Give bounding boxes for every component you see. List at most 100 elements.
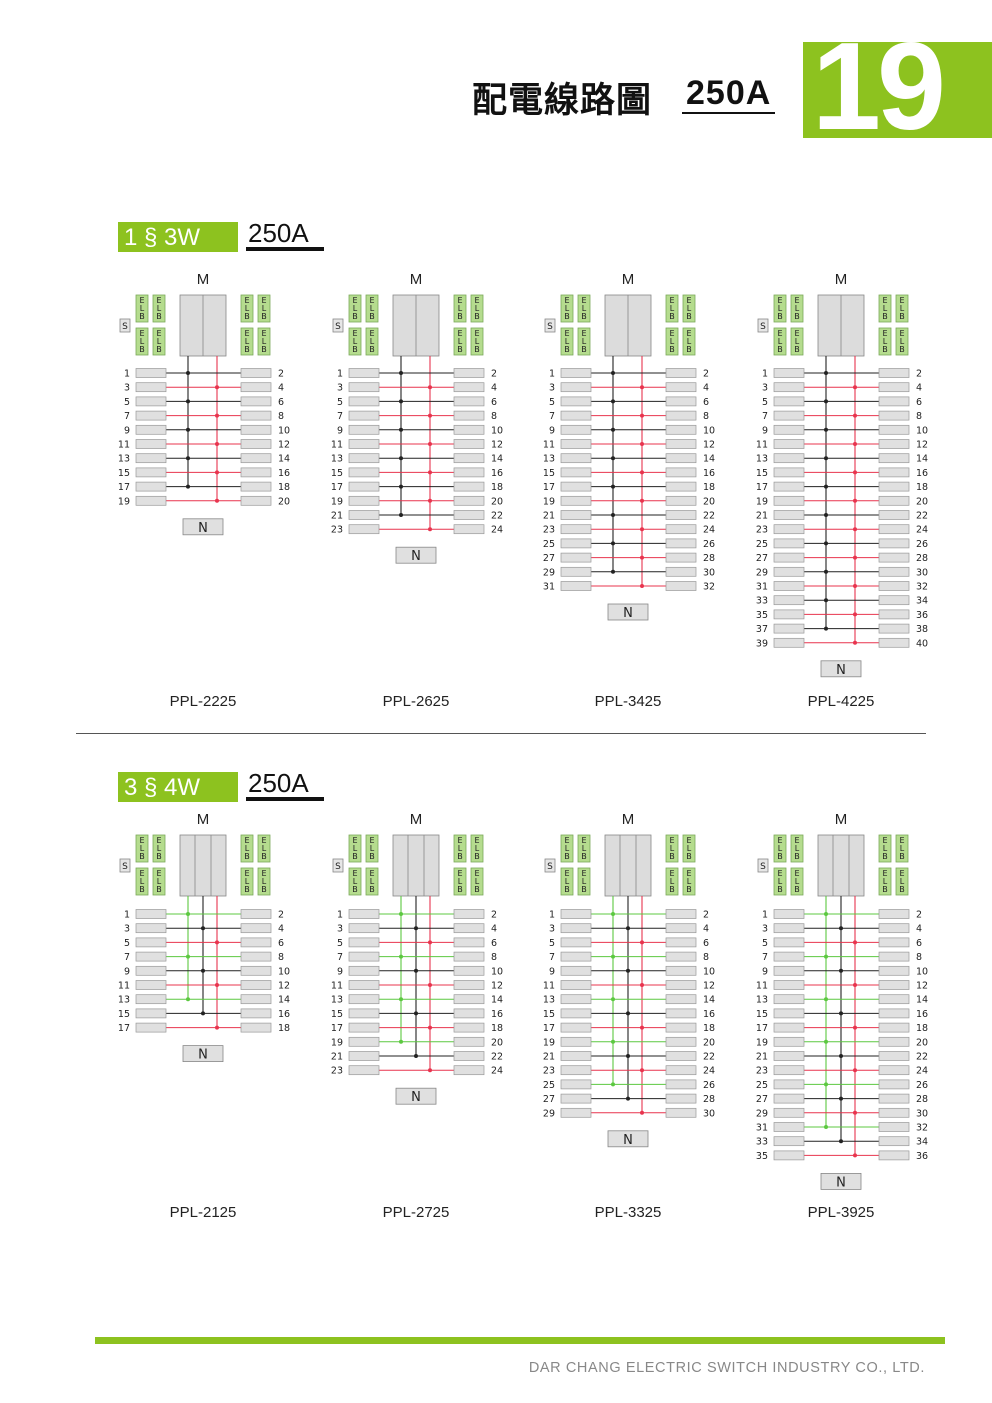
elb-label: B	[564, 312, 570, 321]
branch-breaker-left	[135, 1008, 167, 1019]
spare-label: S	[760, 322, 766, 332]
junction-dot	[201, 968, 205, 973]
circuit-number: 7	[762, 411, 768, 422]
junction-dot	[640, 470, 644, 475]
elb-label: L	[353, 304, 358, 313]
junction-dot	[853, 498, 857, 503]
circuit-number: 21	[331, 511, 343, 522]
elb-breaker	[773, 834, 787, 863]
circuit-number: 28	[916, 1094, 928, 1105]
circuit-number: 8	[703, 411, 709, 422]
elb-label: L	[883, 877, 888, 886]
circuit-number: 23	[543, 1066, 555, 1077]
circuit-number: 21	[331, 1052, 343, 1063]
branch-breaker-right	[878, 495, 910, 506]
elb-label: L	[262, 304, 267, 313]
branch-breaker-left	[773, 1136, 805, 1147]
elb-label: B	[686, 345, 692, 354]
elb-label: E	[794, 296, 799, 305]
junction-dot	[414, 1011, 418, 1016]
elb-breaker	[790, 294, 804, 323]
branch-breaker-left	[348, 994, 380, 1005]
circuit-number: 11	[756, 440, 768, 451]
junction-dot	[611, 997, 615, 1002]
junction-dot	[428, 983, 432, 987]
circuit-number: 23	[756, 1066, 768, 1077]
circuit-number: 28	[703, 553, 715, 564]
page-number: 19	[812, 18, 946, 156]
circuit-number: 30	[916, 1108, 928, 1119]
circuit-number: 13	[543, 995, 555, 1006]
elb-label: L	[353, 337, 358, 346]
circuit-number: 14	[278, 454, 290, 465]
junction-dot	[853, 413, 857, 418]
circuit-number: 14	[916, 454, 928, 465]
model-name: PPL-3325	[595, 1204, 662, 1221]
circuit-number: 12	[916, 981, 928, 992]
junction-dot	[201, 1011, 205, 1016]
branch-breaker-right	[878, 439, 910, 449]
branch-breaker-left	[348, 1051, 380, 1061]
elb-label: B	[899, 852, 905, 861]
elb-label: E	[794, 329, 799, 338]
circuit-number: 9	[337, 966, 343, 977]
branch-breaker-left	[773, 396, 805, 407]
branch-breaker-left	[348, 1065, 380, 1076]
elb-label: B	[581, 345, 587, 354]
elb-breaker	[348, 867, 362, 896]
branch-breaker-right	[878, 1093, 910, 1104]
branch-breaker-right	[453, 909, 485, 919]
circuit-number: 27	[543, 553, 555, 564]
circuit-number: 1	[337, 369, 343, 380]
elb-label: B	[777, 885, 783, 894]
junction-dot	[428, 1068, 432, 1073]
elb-label: L	[458, 844, 463, 853]
model-name: PPL-2125	[170, 1204, 237, 1221]
elb-breaker	[453, 867, 467, 896]
circuit-number: 27	[756, 553, 768, 564]
elb-label: B	[244, 852, 250, 861]
elb-label: E	[457, 296, 462, 305]
neutral-bar	[607, 603, 649, 621]
branch-breaker-left	[348, 923, 380, 934]
branch-breaker-right	[453, 937, 485, 948]
elb-label: B	[794, 312, 800, 321]
elb-breaker	[348, 294, 362, 323]
junction-dot	[824, 513, 828, 517]
circuit-number: 40	[916, 638, 928, 649]
branch-breaker-left	[135, 937, 167, 948]
elb-breaker	[773, 867, 787, 896]
model-name: PPL-3425	[595, 693, 662, 710]
junction-dot	[428, 498, 432, 503]
branch-breaker-left	[773, 923, 805, 934]
elb-label: E	[261, 869, 266, 878]
branch-breaker-right	[665, 1065, 697, 1076]
circuit-number: 13	[756, 454, 768, 465]
circuit-number: 3	[124, 924, 130, 935]
branch-breaker-right	[453, 453, 485, 464]
junction-dot	[215, 983, 219, 987]
circuit-number: 10	[278, 966, 290, 977]
elb-breaker	[348, 327, 362, 356]
circuit-number: 22	[703, 1052, 715, 1063]
junction-dot	[626, 1096, 630, 1101]
junction-dot	[399, 513, 403, 517]
circuit-number: 15	[756, 468, 768, 479]
elb-label: L	[670, 877, 675, 886]
elb-label: B	[899, 345, 905, 354]
branch-breaker-right	[878, 951, 910, 962]
branch-breaker-right	[453, 495, 485, 506]
junction-dot	[824, 1125, 828, 1129]
junction-dot	[853, 470, 857, 475]
branch-breaker-left	[135, 980, 167, 990]
model-name: PPL-4225	[808, 693, 875, 710]
junction-dot	[824, 997, 828, 1002]
circuit-number: 7	[337, 952, 343, 963]
elb-label: B	[244, 312, 250, 321]
elb-label: E	[369, 869, 374, 878]
elb-label: B	[686, 312, 692, 321]
circuit-number: 24	[703, 1066, 715, 1077]
elb-label: E	[261, 836, 266, 845]
junction-dot	[839, 1054, 843, 1058]
